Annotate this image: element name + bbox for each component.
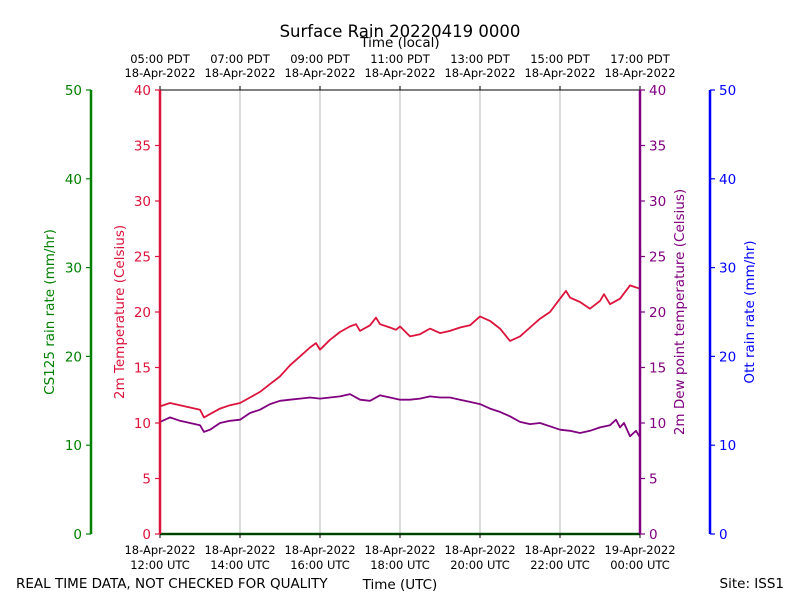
cs125-tick-label: 40	[65, 172, 82, 188]
2m-dew-point-temperature-series-line	[159, 393, 641, 438]
x-tick-date: 18-Apr-2022	[364, 543, 435, 557]
2m-temperature-series-line	[159, 284, 641, 419]
footer-quality-note: REAL TIME DATA, NOT CHECKED FOR QUALITY	[16, 576, 328, 592]
ott-tick-label: 0	[719, 527, 728, 543]
x-tick-time: 00:00 UTC	[610, 558, 670, 572]
ott-axis-label: Ott rain rate (mm/hr)	[742, 240, 758, 383]
temp-tick-label: 20	[134, 305, 151, 321]
ott-tick-label: 10	[719, 438, 736, 454]
temp-axis-label: 2m Temperature (Celsius)	[112, 225, 128, 399]
top-axis-title: Time (local)	[359, 35, 439, 51]
temp-tick-label: 40	[134, 83, 151, 99]
top-tick-date: 18-Apr-2022	[364, 66, 435, 80]
ott-tick-label: 40	[719, 172, 736, 188]
temp-tick-label: 0	[142, 527, 151, 543]
dew-tick-label: 30	[649, 194, 666, 210]
gridlines	[239, 90, 561, 534]
top-tick-date: 18-Apr-2022	[284, 66, 355, 80]
top-tick-date: 18-Apr-2022	[524, 66, 595, 80]
ott-tick-label: 50	[719, 83, 736, 99]
temp-tick-label: 15	[134, 361, 151, 377]
x-tick-date: 19-Apr-2022	[604, 543, 675, 557]
ott-tick-label: 30	[719, 261, 736, 277]
dew-tick-label: 20	[649, 305, 666, 321]
x-tick-date: 18-Apr-2022	[444, 543, 515, 557]
dew-tick-label: 0	[649, 527, 658, 543]
x-tick-time: 14:00 UTC	[210, 558, 270, 572]
top-tick-date: 18-Apr-2022	[124, 66, 195, 80]
x-tick-date: 18-Apr-2022	[284, 543, 355, 557]
x-tick-date: 18-Apr-2022	[524, 543, 595, 557]
dew-tick-label: 35	[649, 139, 666, 155]
x-tick-time: 20:00 UTC	[450, 558, 510, 572]
x-axis-label: Time (UTC)	[362, 577, 438, 593]
top-tick-date: 18-Apr-2022	[604, 66, 675, 80]
temp-tick-label: 35	[134, 139, 151, 155]
x-tick-date: 18-Apr-2022	[204, 543, 275, 557]
dew-tick-label: 10	[649, 416, 666, 432]
top-tick-time: 05:00 PDT	[130, 52, 191, 66]
temp-tick-label: 30	[134, 194, 151, 210]
x-tick-date: 18-Apr-2022	[124, 543, 195, 557]
temp-tick-label: 10	[134, 416, 151, 432]
cs125-tick-label: 30	[65, 261, 82, 277]
top-tick-time: 09:00 PDT	[290, 52, 351, 66]
dew-tick-label: 40	[649, 83, 666, 99]
ott-tick-label: 20	[719, 349, 736, 365]
x-tick-time: 22:00 UTC	[530, 558, 590, 572]
top-tick-date: 18-Apr-2022	[204, 66, 275, 80]
top-tick-date: 18-Apr-2022	[444, 66, 515, 80]
cs125-axis-label: CS125 rain rate (mm/hr)	[42, 229, 58, 395]
x-tick-time: 12:00 UTC	[130, 558, 190, 572]
footer-site: Site: ISS1	[720, 576, 784, 592]
top-tick-time: 07:00 PDT	[210, 52, 271, 66]
x-tick-time: 18:00 UTC	[370, 558, 430, 572]
cs125-tick-label: 20	[65, 349, 82, 365]
x-tick-time: 16:00 UTC	[290, 558, 350, 572]
top-tick-time: 11:00 PDT	[370, 52, 431, 66]
temp-tick-label: 5	[142, 472, 151, 488]
cs125-tick-label: 0	[73, 527, 82, 543]
dew-tick-label: 5	[649, 472, 658, 488]
dew-tick-label: 15	[649, 361, 666, 377]
cs125-tick-label: 50	[65, 83, 82, 99]
cs125-tick-label: 10	[65, 438, 82, 454]
dew-axis-label: 2m Dew point temperature (Celsius)	[672, 189, 688, 435]
top-tick-time: 13:00 PDT	[450, 52, 511, 66]
dew-tick-label: 25	[649, 250, 666, 266]
temp-tick-label: 25	[134, 250, 151, 266]
chart-title: Surface Rain 20220419 0000	[280, 22, 521, 41]
top-tick-time: 15:00 PDT	[530, 52, 591, 66]
top-tick-time: 17:00 PDT	[610, 52, 671, 66]
